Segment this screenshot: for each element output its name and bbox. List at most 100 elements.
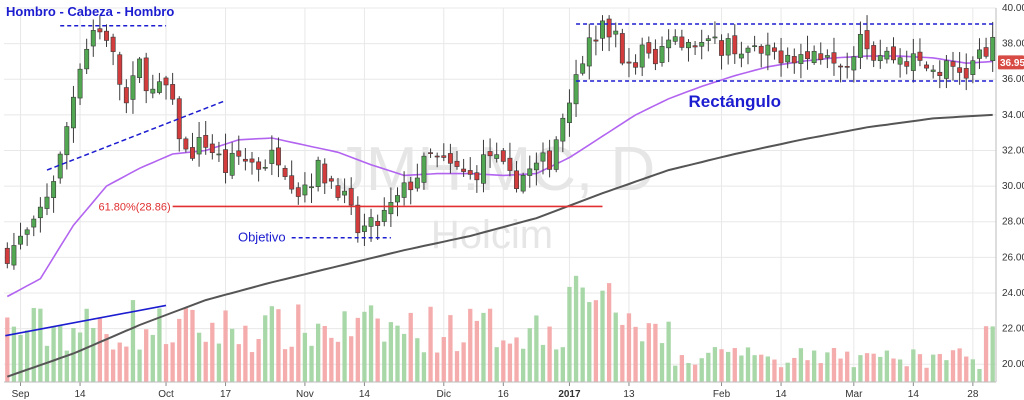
candle-body — [110, 36, 116, 52]
candle-body — [619, 33, 625, 64]
candle-body — [580, 63, 586, 74]
y-tick-label: 26.00 — [1002, 252, 1024, 263]
volume-bar — [752, 355, 757, 382]
candle-body — [269, 149, 275, 164]
volume-bar — [567, 286, 572, 382]
candle-body — [421, 155, 427, 183]
ma-fast-line — [6, 55, 993, 298]
volume-bar — [51, 325, 56, 382]
volume-bar — [203, 341, 208, 382]
volume-bar — [964, 356, 969, 382]
volume-bar — [18, 334, 23, 382]
candle-body — [646, 42, 652, 54]
x-tick-label: 2017 — [558, 389, 581, 400]
volume-bar — [216, 343, 222, 382]
candle-body — [434, 155, 440, 158]
y-tick-label: 32.00 — [1002, 145, 1024, 156]
candle-body — [90, 30, 96, 47]
candle-body — [785, 54, 791, 63]
volume-bar — [58, 325, 63, 382]
volume-bar — [335, 341, 341, 382]
x-tick-label: Mar — [845, 389, 863, 400]
candle-body — [857, 33, 863, 58]
x-tick-label: Feb — [713, 389, 731, 400]
x-tick-label: Nov — [296, 389, 314, 400]
candle-body — [977, 49, 982, 59]
volume-bar — [640, 341, 645, 382]
volume-bar — [342, 311, 347, 382]
volume-bar — [124, 346, 129, 382]
candle-body — [758, 45, 764, 54]
volume-bar — [349, 336, 354, 382]
volume-bar — [772, 359, 777, 382]
y-tick-label: 30.00 — [1002, 181, 1024, 192]
volume-bar — [408, 312, 413, 382]
volume-bar — [315, 323, 321, 382]
candle-body — [910, 53, 916, 71]
volume-bar — [190, 309, 195, 382]
y-tick-label: 36.00 — [1002, 74, 1024, 85]
y-tick-label: 38.00 — [1002, 39, 1024, 50]
volume-bar — [706, 352, 711, 382]
volume-bar — [534, 315, 539, 382]
volume-bar — [633, 326, 638, 382]
volume-bar — [871, 353, 876, 382]
candle-body — [752, 45, 758, 48]
volume-bar — [911, 349, 916, 382]
candle-body — [679, 36, 685, 48]
volume-bar — [805, 360, 810, 382]
candle-body — [494, 154, 500, 159]
rectangle-label: Rectángulo — [688, 92, 781, 111]
candle-body — [639, 44, 645, 68]
candle-body — [930, 69, 936, 72]
candle-body — [289, 175, 295, 190]
watermark: JMH.MC, D Holcim — [335, 135, 655, 257]
candle-body — [851, 56, 857, 71]
head-shoulders-label: Hombro - Cabeza - Hombro — [6, 4, 174, 19]
volume-bar — [785, 362, 790, 382]
volume-bar — [897, 359, 903, 382]
candle-body — [70, 96, 76, 129]
candle-body — [447, 153, 453, 164]
candle-body — [37, 206, 43, 219]
candle-body — [917, 51, 923, 61]
volume-bar — [990, 326, 995, 382]
volume-bar — [210, 322, 215, 382]
x-tick-label: Sep — [12, 389, 30, 400]
volume-bar — [309, 345, 314, 382]
volume-bar — [494, 347, 499, 382]
volume-bar — [44, 345, 50, 382]
candle-body — [831, 52, 837, 64]
volume-bar — [891, 358, 896, 382]
volume-bar — [554, 349, 559, 382]
candle-body — [51, 181, 57, 199]
fibonacci-label: 61.80%(28.86) — [98, 201, 170, 213]
volume-bar — [282, 349, 288, 382]
volume-bar — [263, 315, 268, 382]
x-tick-label: Oct — [158, 389, 174, 400]
volume-bar — [527, 328, 532, 382]
candle-body — [348, 188, 354, 206]
candle-body — [884, 50, 890, 60]
candle-body — [137, 58, 143, 79]
volume-bar — [183, 308, 189, 382]
candle-body — [891, 46, 896, 61]
volume-bar — [5, 317, 10, 382]
volume-bar — [792, 357, 797, 382]
candle-body — [156, 81, 162, 93]
candle-body — [573, 74, 579, 105]
volume-bar — [461, 342, 466, 382]
volume-bar — [904, 366, 909, 382]
volume-bar — [104, 334, 109, 382]
volume-bar — [560, 347, 565, 382]
volume-trend-line — [5, 304, 167, 337]
x-tick-label: 14 — [776, 389, 788, 400]
volume-bar — [851, 367, 856, 382]
candle-body — [117, 54, 123, 85]
candle-body — [672, 36, 678, 42]
candle-body — [811, 51, 817, 64]
axes: 20.00 22.00 24.00 26.00 28.00 30.00 32.00 34.00… — [4, 3, 1024, 400]
volume-bar — [137, 349, 142, 382]
volume-bar — [653, 323, 658, 382]
candle-body — [586, 37, 592, 67]
